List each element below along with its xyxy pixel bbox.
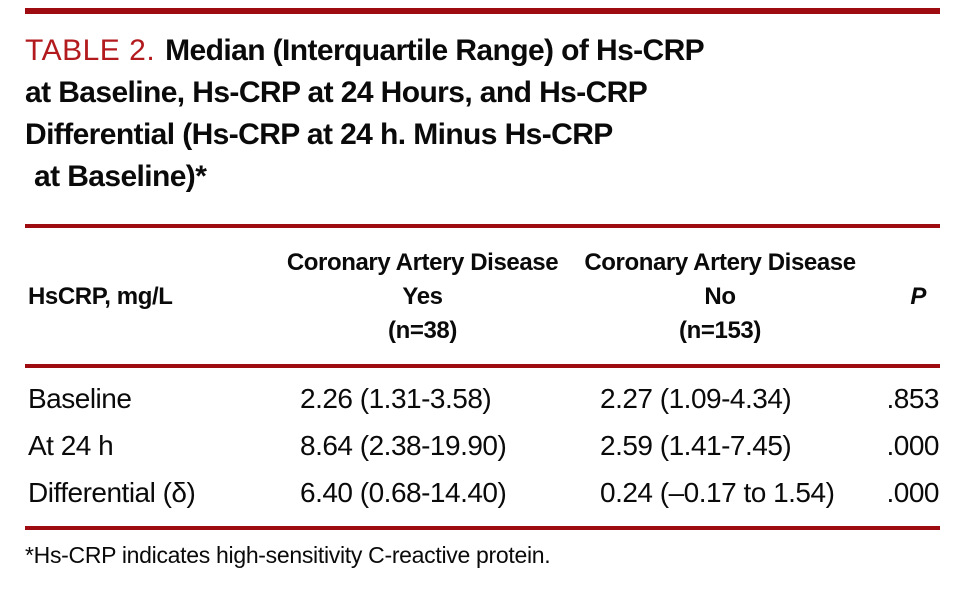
cad-no-value: 2.27 (1.09-4.34) [600, 383, 792, 414]
row-label: Baseline [28, 383, 132, 414]
title-line-3: Differential (Hs-CRP at 24 h. Minus Hs-C… [25, 118, 613, 151]
table-body: Baseline 2.26 (1.31-3.58) 2.27 (1.09-4.3… [25, 366, 940, 516]
title-line-1-text: Median (Interquartile Range) of Hs-CRP [165, 34, 705, 67]
cad-yes-value: 8.64 (2.38-19.90) [300, 430, 507, 461]
cad-yes-label: Yes [402, 283, 443, 310]
table-row-differential: Differential (δ) 6.40 (0.68-14.40) 0.24 … [25, 469, 940, 516]
column-header-cad-no: Coronary Artery Disease No (n=153) [570, 226, 870, 368]
column-header-p: P [870, 226, 940, 368]
title-line-2: at Baseline, Hs-CRP at 24 Hours, and Hs-… [25, 76, 648, 109]
title-line-1: TABLE 2. Median (Interquartile Range) of … [25, 30, 940, 72]
row-label: At 24 h [28, 430, 114, 461]
table-footnote: *Hs-CRP indicates high-sensitivity C-rea… [25, 542, 551, 568]
hscrp-data-table: HsCRP, mg/L Coronary Artery Disease Yes … [25, 224, 940, 516]
table-number-label: TABLE 2. [25, 34, 156, 67]
cad-no-value: 0.24 (–0.17 to 1.54) [600, 477, 835, 508]
table-title: TABLE 2. Median (Interquartile Range) of … [25, 30, 940, 198]
p-value: .853 [886, 383, 940, 414]
cad-yes-group-title: Coronary Artery Disease [286, 249, 559, 276]
p-value: .000 [886, 430, 940, 461]
table-header: HsCRP, mg/L Coronary Artery Disease Yes … [25, 226, 940, 368]
cad-no-label: No [704, 283, 736, 310]
cad-yes-value: 6.40 (0.68-14.40) [300, 477, 507, 508]
bottom-red-rule [25, 526, 940, 530]
p-value: .000 [886, 477, 940, 508]
cad-yes-value: 2.26 (1.31-3.58) [300, 383, 492, 414]
cad-no-n: (n=153) [679, 317, 761, 344]
title-line-4: at Baseline)* [34, 160, 207, 193]
cad-no-value: 2.59 (1.41-7.45) [600, 430, 792, 461]
table-row-baseline: Baseline 2.26 (1.31-3.58) 2.27 (1.09-4.3… [25, 366, 940, 422]
column-header-hscrp: HsCRP, mg/L [25, 226, 275, 368]
cad-yes-n: (n=38) [388, 317, 457, 344]
cad-no-group-title: Coronary Artery Disease [584, 249, 856, 276]
row-label: Differential (δ) [28, 477, 196, 508]
column-header-cad-yes: Coronary Artery Disease Yes (n=38) [275, 226, 570, 368]
top-red-rule [25, 8, 940, 14]
table-row-at-24h: At 24 h 8.64 (2.38-19.90) 2.59 (1.41-7.4… [25, 422, 940, 469]
header-row: HsCRP, mg/L Coronary Artery Disease Yes … [25, 226, 940, 368]
p-value-header: P [910, 283, 926, 310]
